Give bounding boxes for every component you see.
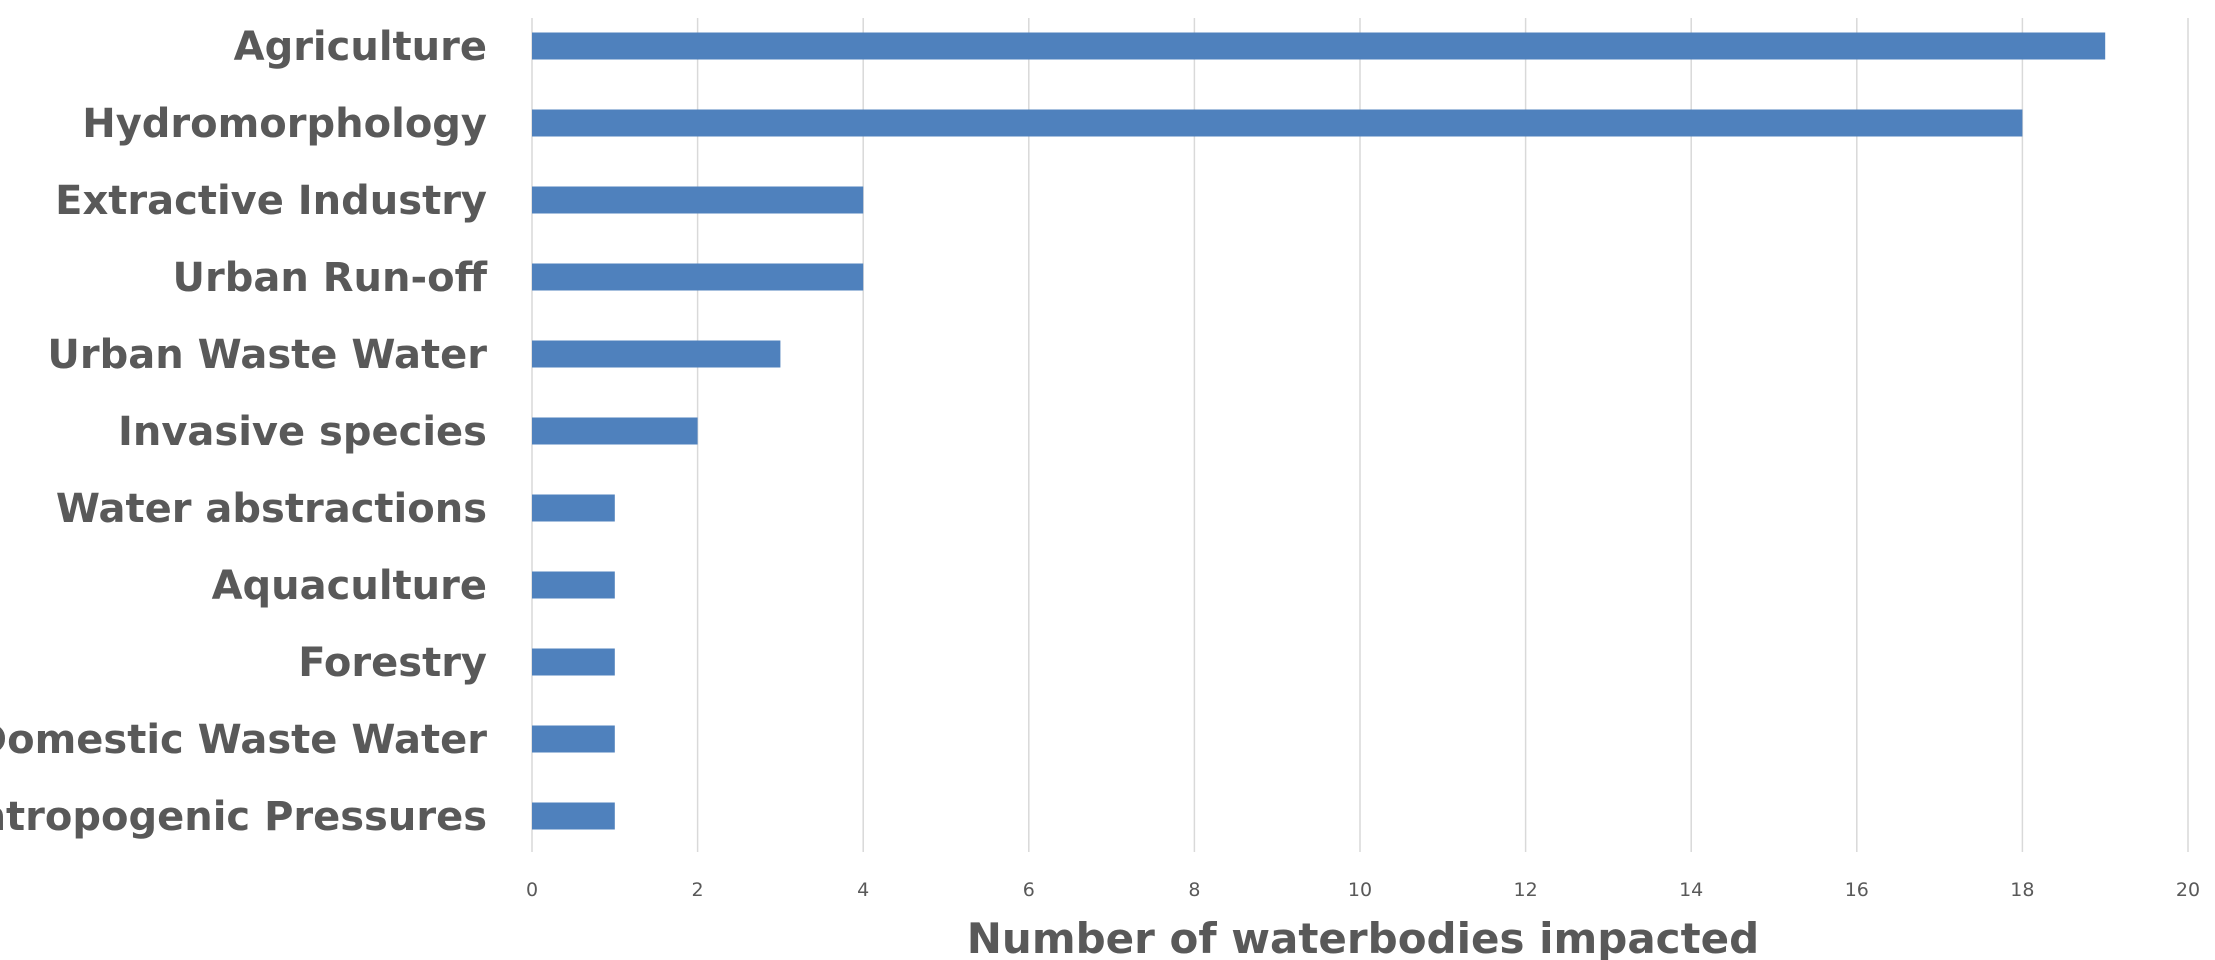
category-labels: Agriculture Hydromorphology Extractive Ind… xyxy=(0,24,488,840)
bar-urban-run-off xyxy=(532,263,864,291)
x-tick-label: 8 xyxy=(1188,879,1200,901)
bars xyxy=(532,32,2106,830)
x-tick-label: 2 xyxy=(692,879,704,901)
bar-antropogenic-pressures xyxy=(532,802,615,830)
bar-extractive-industry xyxy=(532,186,864,214)
bar-forestry xyxy=(532,648,615,676)
bar-agriculture xyxy=(532,32,2106,60)
category-label: Hydromorphology xyxy=(82,101,487,147)
x-tick-labels: 0 2 4 6 8 10 12 14 16 18 20 xyxy=(526,879,2200,901)
x-tick-label: 4 xyxy=(857,879,869,901)
gridlines xyxy=(531,18,2189,852)
category-label: Invasive species xyxy=(118,409,487,455)
x-tick-label: 14 xyxy=(1679,879,1703,901)
category-label: Antropogenic Pressures xyxy=(0,794,487,840)
category-label: Agriculture xyxy=(234,24,487,70)
category-label: Urban Waste Water xyxy=(47,332,487,378)
bar-water-abstractions xyxy=(532,494,615,522)
x-tick-label: 18 xyxy=(2010,879,2034,901)
x-tick-label: 16 xyxy=(1845,879,1869,901)
x-axis-title: Number of waterbodies impacted xyxy=(967,914,1759,960)
bar-domestic-waste-water xyxy=(532,725,615,753)
bar-hydromorphology xyxy=(532,109,2023,137)
bar-invasive-species xyxy=(532,417,698,445)
x-tick-label: 0 xyxy=(526,879,538,901)
bar-urban-waste-water xyxy=(532,340,781,368)
category-label: Urban Run-off xyxy=(173,255,488,301)
category-label: Forestry xyxy=(298,640,487,686)
category-label: Aquaculture xyxy=(212,563,487,609)
category-label: Extractive Industry xyxy=(55,178,487,224)
x-tick-label: 10 xyxy=(1348,879,1372,901)
x-tick-label: 6 xyxy=(1023,879,1035,901)
bar-aquaculture xyxy=(532,571,615,599)
category-label: Water abstractions xyxy=(56,486,487,532)
x-tick-label: 12 xyxy=(1514,879,1538,901)
x-tick-label: 20 xyxy=(2176,879,2200,901)
category-label: Domestic Waste Water xyxy=(0,717,487,763)
